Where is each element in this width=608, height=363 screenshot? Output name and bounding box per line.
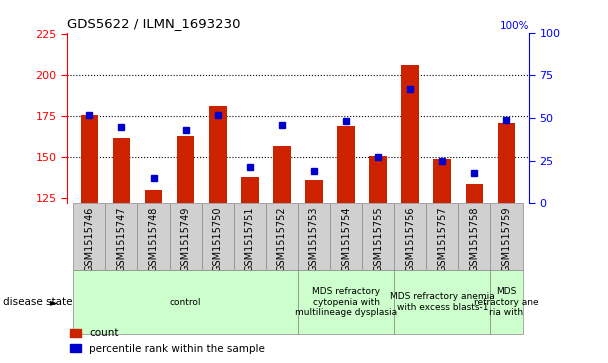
Bar [241, 177, 258, 203]
Bar [177, 136, 195, 203]
Bar [330, 203, 362, 270]
Text: MDS refractory anemia
with excess blasts-1: MDS refractory anemia with excess blasts… [390, 293, 495, 312]
Text: GSM1515758: GSM1515758 [469, 207, 480, 272]
Bar [74, 203, 105, 270]
Text: control: control [170, 298, 201, 307]
Bar [112, 138, 130, 203]
Text: disease state: disease state [3, 297, 72, 307]
Bar [74, 270, 298, 334]
Legend: count, percentile rank within the sample: count, percentile rank within the sample [66, 324, 269, 358]
Text: GSM1515750: GSM1515750 [213, 207, 223, 272]
Text: GSM1515753: GSM1515753 [309, 207, 319, 272]
Bar [233, 203, 266, 270]
Bar [369, 156, 387, 203]
Bar [491, 270, 522, 334]
Text: GSM1515752: GSM1515752 [277, 207, 287, 272]
Text: GSM1515748: GSM1515748 [148, 207, 159, 272]
Text: MDS refractory
cytopenia with
multilineage dysplasia: MDS refractory cytopenia with multilinea… [295, 287, 397, 317]
Bar [170, 203, 202, 270]
Text: GSM1515755: GSM1515755 [373, 207, 383, 272]
Bar [498, 123, 516, 203]
Text: MDS
refractory ane
ria with: MDS refractory ane ria with [474, 287, 539, 317]
Bar [434, 159, 451, 203]
Text: 100%: 100% [499, 21, 529, 31]
Text: GSM1515746: GSM1515746 [85, 207, 94, 272]
Bar [458, 203, 491, 270]
Text: GSM1515757: GSM1515757 [437, 207, 447, 272]
Text: ►: ► [50, 297, 58, 307]
Bar [202, 203, 233, 270]
Bar [273, 146, 291, 203]
Bar [337, 126, 355, 203]
Bar [137, 203, 170, 270]
Bar [394, 270, 491, 334]
Bar [266, 203, 298, 270]
Bar [298, 270, 394, 334]
Text: GSM1515749: GSM1515749 [181, 207, 191, 272]
Bar [209, 106, 227, 203]
Bar [362, 203, 394, 270]
Text: GSM1515756: GSM1515756 [405, 207, 415, 272]
Bar [145, 190, 162, 203]
Bar [491, 203, 522, 270]
Text: GDS5622 / ILMN_1693230: GDS5622 / ILMN_1693230 [67, 17, 240, 30]
Text: GSM1515759: GSM1515759 [502, 207, 511, 272]
Bar [466, 184, 483, 203]
Bar [305, 180, 323, 203]
Text: GSM1515754: GSM1515754 [341, 207, 351, 272]
Bar [80, 115, 98, 203]
Bar [105, 203, 137, 270]
Bar [401, 65, 419, 203]
Bar [394, 203, 426, 270]
Bar [298, 203, 330, 270]
Bar [426, 203, 458, 270]
Text: GSM1515747: GSM1515747 [116, 207, 126, 272]
Text: GSM1515751: GSM1515751 [245, 207, 255, 272]
